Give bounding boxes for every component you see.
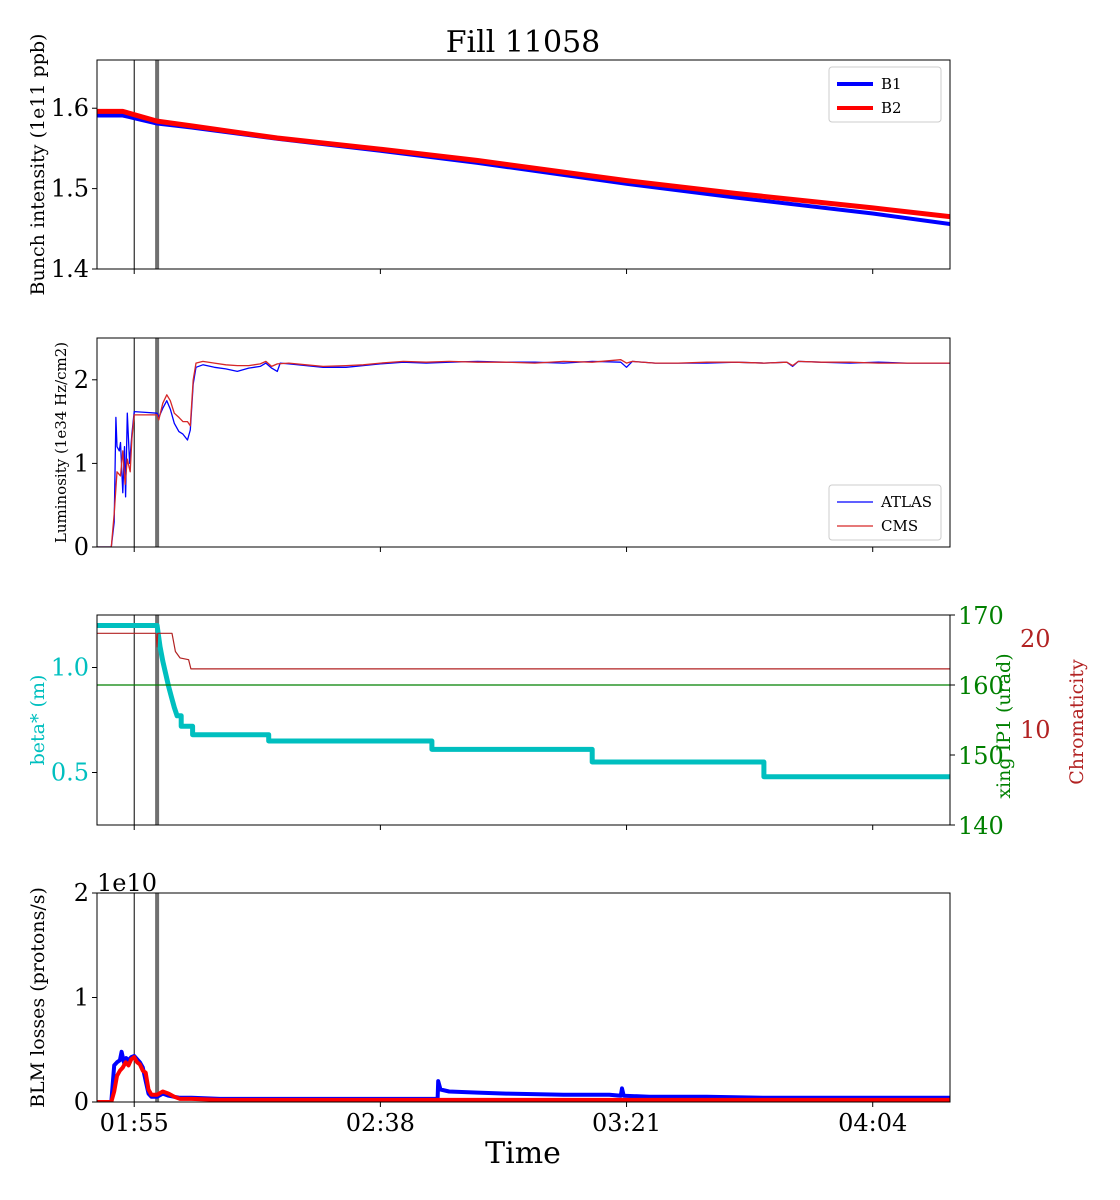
- series-line-cms: [97, 359, 950, 547]
- y-tick-label: 0: [74, 1088, 89, 1116]
- y-axis-label: Bunch intensity (1e11 ppb): [27, 34, 49, 296]
- y2-tick-label: 140: [958, 812, 1004, 840]
- y-tick-label: 1: [74, 449, 89, 477]
- series-line-atlas: [97, 360, 950, 547]
- x-tick-label: 01:55: [100, 1109, 169, 1137]
- legend-label: B1: [881, 75, 902, 93]
- y-tick-label: 2: [74, 366, 89, 394]
- legend-label: ATLAS: [880, 493, 932, 511]
- series-group: [97, 359, 950, 547]
- series-line-b2: [97, 108, 950, 220]
- y2-axis-label: xing IP1 (urad): [993, 653, 1015, 798]
- series-line-2: [97, 1055, 950, 1102]
- y-tick-label: 1: [74, 984, 89, 1012]
- y-axis-label: beta* (m): [27, 675, 49, 766]
- plot-frame: [96, 59, 951, 270]
- y-axis-label: BLM losses (protons/s): [27, 887, 49, 1108]
- series-group: [97, 623, 950, 780]
- panel-4: 0 1 2 BLM losses (protons/s) 01:55 02:38 03:21…: [27, 869, 951, 1137]
- legend-label: B2: [881, 99, 902, 117]
- y-offset-text: 1e10: [97, 869, 157, 897]
- legend: ATLAS CMS: [828, 484, 942, 541]
- series-line-1: [97, 1049, 950, 1102]
- x-tick-label: 04:04: [838, 1109, 907, 1137]
- y3-axis-label: Chromaticity: [1066, 659, 1088, 785]
- y-tick-label: 0: [74, 533, 89, 561]
- y-tick-label: 1.6: [51, 94, 89, 122]
- legend-label: CMS: [881, 517, 918, 535]
- y-tick-label: 1.5: [51, 175, 89, 203]
- plot-frame: [96, 892, 951, 1103]
- y2-tick-label: 150: [958, 742, 1004, 770]
- y-axis-label: Luminosity (1e34 Hz/cm2): [52, 342, 70, 543]
- plot-frame: [96, 337, 951, 548]
- x-tick-label: 03:21: [592, 1109, 661, 1137]
- y-tick-label: 2: [74, 879, 89, 907]
- y2-tick-label: 160: [958, 672, 1004, 700]
- series-group: [97, 108, 950, 226]
- series-line-1: [97, 623, 950, 780]
- x-tick-label: 02:38: [346, 1109, 415, 1137]
- y-tick-label: 1.4: [51, 255, 89, 283]
- plot-frame: [96, 614, 951, 826]
- y-tick-label: 0.5: [51, 759, 89, 787]
- chart-title: Fill 11058: [446, 25, 601, 60]
- series-line-3: [97, 632, 950, 670]
- series-group: [97, 1049, 950, 1102]
- y3-tick-label: 20: [1020, 625, 1051, 653]
- y2-tick-label: 170: [958, 602, 1004, 630]
- y3-tick-label: 10: [1020, 716, 1051, 744]
- x-axis-label: Time: [485, 1136, 561, 1171]
- y-tick-label: 1.0: [51, 654, 89, 682]
